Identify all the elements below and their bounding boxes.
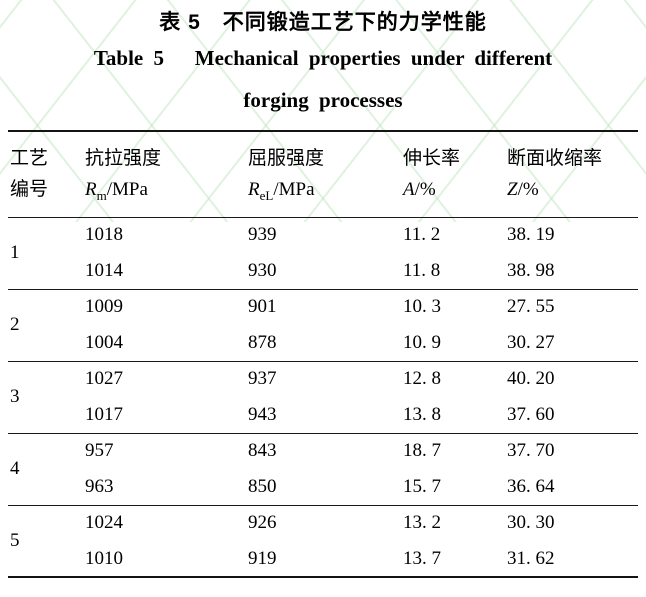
reduction-cell: 38. 19 xyxy=(507,224,555,246)
yield-cell: 919 xyxy=(248,547,277,569)
tensile-cell: 1027 xyxy=(85,368,123,390)
yield-cell: 943 xyxy=(248,403,277,425)
reduction-cell: 37. 70 xyxy=(507,440,555,462)
elongation-cell: 18. 7 xyxy=(403,440,441,462)
header-yield-strength: 屈服强度 ReL/MPa xyxy=(248,131,403,217)
reduction-cell: 38. 98 xyxy=(507,259,555,281)
header-row: 工艺 编号 抗拉强度 Rm/MPa 屈服强度 ReL/MPa 伸长率 A/% 断… xyxy=(8,131,638,217)
yield-cell: 901 xyxy=(248,296,277,318)
elongation-cell: 13. 8 xyxy=(403,403,441,425)
elongation-cell: 15. 7 xyxy=(403,475,441,497)
elongation-cell: 11. 8 xyxy=(403,259,441,281)
header-yield-symbol: ReL/MPa xyxy=(248,179,315,204)
tensile-cell: 1017 xyxy=(85,403,123,425)
yield-cell: 843 xyxy=(248,440,277,462)
header-elongation: 伸长率 A/% xyxy=(403,131,507,217)
tensile-cell: 1010 xyxy=(85,547,123,569)
table-row: 1010 919 13. 7 31. 62 xyxy=(8,541,638,577)
tensile-cell: 957 xyxy=(85,440,114,462)
table-body: 1 1018 939 11. 2 38. 19 1014 930 11. 8 3… xyxy=(8,217,638,577)
header-process-number: 工艺 编号 xyxy=(8,131,85,217)
tensile-cell: 1024 xyxy=(85,512,123,534)
yield-cell: 937 xyxy=(248,368,277,390)
tensile-cell: 1014 xyxy=(85,259,123,281)
elongation-cell: 13. 2 xyxy=(403,512,441,534)
yield-cell: 850 xyxy=(248,475,277,497)
reduction-cell: 40. 20 xyxy=(507,368,555,390)
table-header: 工艺 编号 抗拉强度 Rm/MPa 屈服强度 ReL/MPa 伸长率 A/% 断… xyxy=(8,131,638,217)
table-row: 1 1018 939 11. 2 38. 19 xyxy=(8,217,638,263)
table-row: 1017 943 13. 8 37. 60 xyxy=(8,397,638,433)
yield-cell: 878 xyxy=(248,331,277,353)
tensile-cell: 1004 xyxy=(85,331,123,353)
reduction-cell: 27. 55 xyxy=(507,296,555,318)
reduction-cell: 30. 30 xyxy=(507,512,555,534)
table-row: 3 1027 937 12. 8 40. 20 xyxy=(8,361,638,407)
table-caption-zh: 表 5 不同锻造工艺下的力学性能 xyxy=(159,11,487,34)
elongation-cell: 13. 7 xyxy=(403,547,441,569)
process-number-cell: 3 xyxy=(10,386,20,407)
yield-cell: 930 xyxy=(248,259,277,281)
header-reduction-symbol: Z/% xyxy=(507,179,539,201)
yield-cell: 926 xyxy=(248,512,277,534)
reduction-cell: 31. 62 xyxy=(507,547,555,569)
header-elongation-symbol: A/% xyxy=(403,179,436,201)
tensile-cell: 963 xyxy=(85,475,114,497)
reduction-cell: 37. 60 xyxy=(507,403,555,425)
reduction-cell: 36. 64 xyxy=(507,475,555,497)
table-caption-en-line2: forging processes xyxy=(243,88,403,112)
header-reduction-zh: 断面收缩率 xyxy=(507,148,603,170)
elongation-cell: 10. 9 xyxy=(403,331,441,353)
table-row: 1014 930 11. 8 38. 98 xyxy=(8,253,638,289)
process-number-cell: 1 xyxy=(10,242,20,263)
process-number-cell: 2 xyxy=(10,314,20,335)
elongation-cell: 10. 3 xyxy=(403,296,441,318)
table-caption-en-line1: Table 5 Mechanical properties under diff… xyxy=(93,46,553,70)
elongation-cell: 11. 2 xyxy=(403,224,441,246)
table-row: 2 1009 901 10. 3 27. 55 xyxy=(8,289,638,335)
header-process-zh-line1: 工艺 xyxy=(10,148,49,170)
process-number-cell: 5 xyxy=(10,529,20,551)
process-number-cell: 4 xyxy=(10,458,20,479)
header-elongation-zh: 伸长率 xyxy=(403,148,461,170)
mechanical-properties-table: 工艺 编号 抗拉强度 Rm/MPa 屈服强度 ReL/MPa 伸长率 A/% 断… xyxy=(8,130,638,578)
table-row: 4 957 843 18. 7 37. 70 xyxy=(8,433,638,479)
header-tensile-strength: 抗拉强度 Rm/MPa xyxy=(85,131,248,217)
table-row: 963 850 15. 7 36. 64 xyxy=(8,469,638,505)
header-tensile-symbol: Rm/MPa xyxy=(85,179,148,204)
table-row: 1004 878 10. 9 30. 27 xyxy=(8,325,638,361)
header-yield-zh: 屈服强度 xyxy=(248,148,325,170)
yield-cell: 939 xyxy=(248,224,277,246)
header-tensile-zh: 抗拉强度 xyxy=(85,148,162,170)
tensile-cell: 1009 xyxy=(85,296,123,318)
header-reduction-of-area: 断面收缩率 Z/% xyxy=(507,131,638,217)
table-row: 5 1024 926 13. 2 30. 30 xyxy=(8,505,638,551)
tensile-cell: 1018 xyxy=(85,224,123,246)
header-process-zh-line2: 编号 xyxy=(10,179,49,201)
elongation-cell: 12. 8 xyxy=(403,368,441,390)
reduction-cell: 30. 27 xyxy=(507,331,555,353)
